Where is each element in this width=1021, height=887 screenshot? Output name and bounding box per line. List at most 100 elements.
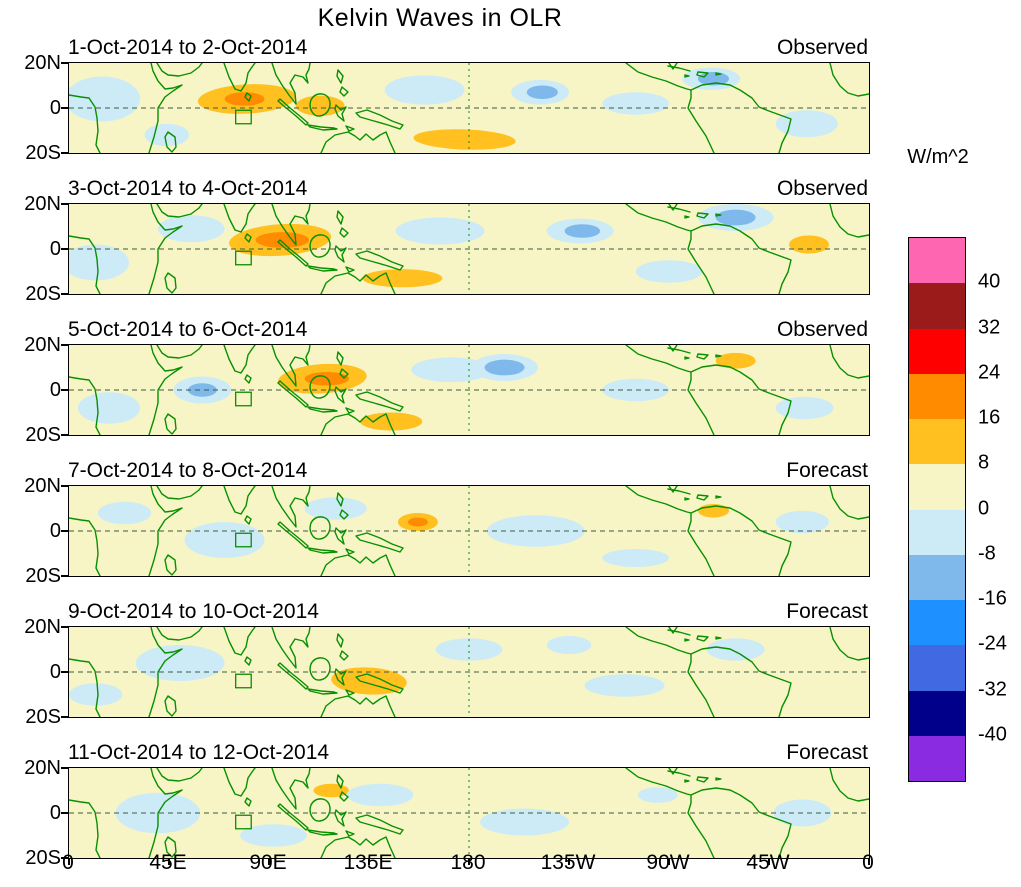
map-area: 20N 0 20S xyxy=(24,335,870,445)
anomaly-blob xyxy=(346,783,414,807)
colorbar-band xyxy=(909,419,965,465)
panel-header: 5-Oct-2014 to 6-Oct-2014 Observed xyxy=(68,314,868,344)
y-axis-tick xyxy=(61,575,69,577)
map-area: 20N 0 20S xyxy=(24,194,870,304)
map-panel: 7-Oct-2014 to 8-Oct-2014 Forecast 20N 0 20S xyxy=(24,455,870,586)
y-tick-label: 20N xyxy=(24,616,61,638)
y-tick-label: 0 xyxy=(49,802,61,824)
anomaly-blob xyxy=(407,517,428,527)
anomaly-blob xyxy=(435,638,503,661)
panel-source-tag: Observed xyxy=(776,36,868,59)
anomaly-blob xyxy=(715,352,756,369)
map-area: 20N 0 20S xyxy=(24,617,870,727)
y-axis-tick xyxy=(61,389,69,391)
anomaly-blob xyxy=(486,515,585,547)
map-area: 20N 0 20S xyxy=(24,758,870,868)
map-panel: 3-Oct-2014 to 4-Oct-2014 Observed 20N 0 20S xyxy=(24,173,870,304)
anomaly-blob xyxy=(789,235,829,254)
colorbar-tick-label: -40 xyxy=(978,723,1007,746)
map-panel: 11-Oct-2014 to 12-Oct-2014 Forecast 20N 0 20… xyxy=(24,737,870,868)
panel-header: 11-Oct-2014 to 12-Oct-2014 Forecast xyxy=(68,737,868,767)
colorbar-band xyxy=(909,554,965,600)
x-axis-tick xyxy=(668,858,670,865)
anomaly-blob xyxy=(546,636,592,654)
map-area: 20N 0 20S xyxy=(24,476,870,586)
colorbar-units-label: W/m^2 xyxy=(907,146,969,168)
anomaly-blob xyxy=(97,501,152,525)
y-tick-label: 0 xyxy=(49,97,61,119)
y-tick-label: 20N xyxy=(24,757,61,779)
y-axis-tick xyxy=(61,716,69,718)
anomaly-blob xyxy=(157,215,225,243)
colorbar-band xyxy=(909,328,965,374)
anomaly-blob xyxy=(637,787,678,803)
panel-date-range: 9-Oct-2014 to 10-Oct-2014 xyxy=(68,600,319,623)
outline-box xyxy=(235,391,252,407)
anomaly-blob xyxy=(77,392,141,424)
x-tick-label: 0 xyxy=(862,851,874,874)
anomaly-blob xyxy=(304,497,367,520)
y-axis-tick xyxy=(61,485,69,487)
map-svg xyxy=(69,345,869,435)
y-tick-label: 0 xyxy=(49,379,61,401)
map-svg xyxy=(69,204,869,294)
panel-header: 7-Oct-2014 to 8-Oct-2014 Forecast xyxy=(68,455,868,485)
y-axis-tick xyxy=(61,530,69,532)
anomaly-blob xyxy=(240,824,307,847)
anomaly-blob xyxy=(411,357,492,383)
y-axis-tick xyxy=(61,203,69,205)
x-axis-tick xyxy=(768,858,770,865)
map-panel: 9-Oct-2014 to 10-Oct-2014 Forecast 20N 0 20S xyxy=(24,596,870,727)
y-tick-label: 20N xyxy=(24,334,61,356)
y-tick-label: 0 xyxy=(49,238,61,260)
y-axis-tick xyxy=(61,62,69,64)
panel-date-range: 11-Oct-2014 to 12-Oct-2014 xyxy=(68,741,330,764)
anomaly-blob xyxy=(775,110,838,138)
panel-header: 9-Oct-2014 to 10-Oct-2014 Forecast xyxy=(68,596,868,626)
anomaly-blob xyxy=(69,244,129,281)
anomaly-blob xyxy=(184,522,265,558)
colorbar xyxy=(908,237,966,782)
colorbar-tick-label: 24 xyxy=(978,361,1001,384)
x-tick-label: 135W xyxy=(540,851,596,874)
y-axis-tick xyxy=(61,107,69,109)
y-tick-label: 20S xyxy=(25,424,61,446)
colorbar-tick-label: 40 xyxy=(978,270,1001,293)
colorbar-tick-label: -16 xyxy=(978,587,1007,610)
anomaly-blob xyxy=(360,412,423,431)
outline-box xyxy=(235,814,252,830)
x-tick-label: 45W xyxy=(746,851,790,874)
anomaly-blob xyxy=(331,667,407,695)
outline-box xyxy=(235,250,252,266)
map-panel: 5-Oct-2014 to 6-Oct-2014 Observed 20N 0 20S xyxy=(24,314,870,445)
anomaly-blob xyxy=(584,674,665,697)
y-tick-label: 20S xyxy=(25,847,61,869)
anomaly-blob xyxy=(313,783,349,798)
panel-source-tag: Forecast xyxy=(786,600,868,623)
x-axis-tick xyxy=(868,858,870,865)
anomaly-blob xyxy=(484,359,525,376)
colorbar-labels: 40 32 24 16 8 0 -8 -16 -24 -32 -40 xyxy=(978,237,1020,780)
map-area: 20N 0 20S xyxy=(24,53,870,163)
y-tick-label: 0 xyxy=(49,661,61,683)
colorbar-band xyxy=(909,283,965,329)
x-tick-label: 0 xyxy=(62,851,74,874)
map-svg xyxy=(69,627,869,717)
colorbar-band xyxy=(909,464,965,510)
colorbar-band xyxy=(909,690,965,736)
x-tick-label: 135E xyxy=(343,851,393,874)
y-tick-label: 20S xyxy=(25,142,61,164)
y-axis-tick xyxy=(61,293,69,295)
outline-box xyxy=(235,673,252,689)
anomaly-blob xyxy=(295,95,345,116)
y-axis-tick xyxy=(61,248,69,250)
y-tick-label: 20N xyxy=(24,475,61,497)
x-axis-tick xyxy=(468,858,470,865)
anomaly-blob xyxy=(395,217,485,245)
anomaly-blob xyxy=(775,510,829,534)
panel-source-tag: Observed xyxy=(776,318,868,341)
colorbar-band xyxy=(909,238,965,284)
x-tick-label: 180 xyxy=(450,851,486,874)
map-svg xyxy=(69,768,869,858)
y-tick-label: 20S xyxy=(25,706,61,728)
